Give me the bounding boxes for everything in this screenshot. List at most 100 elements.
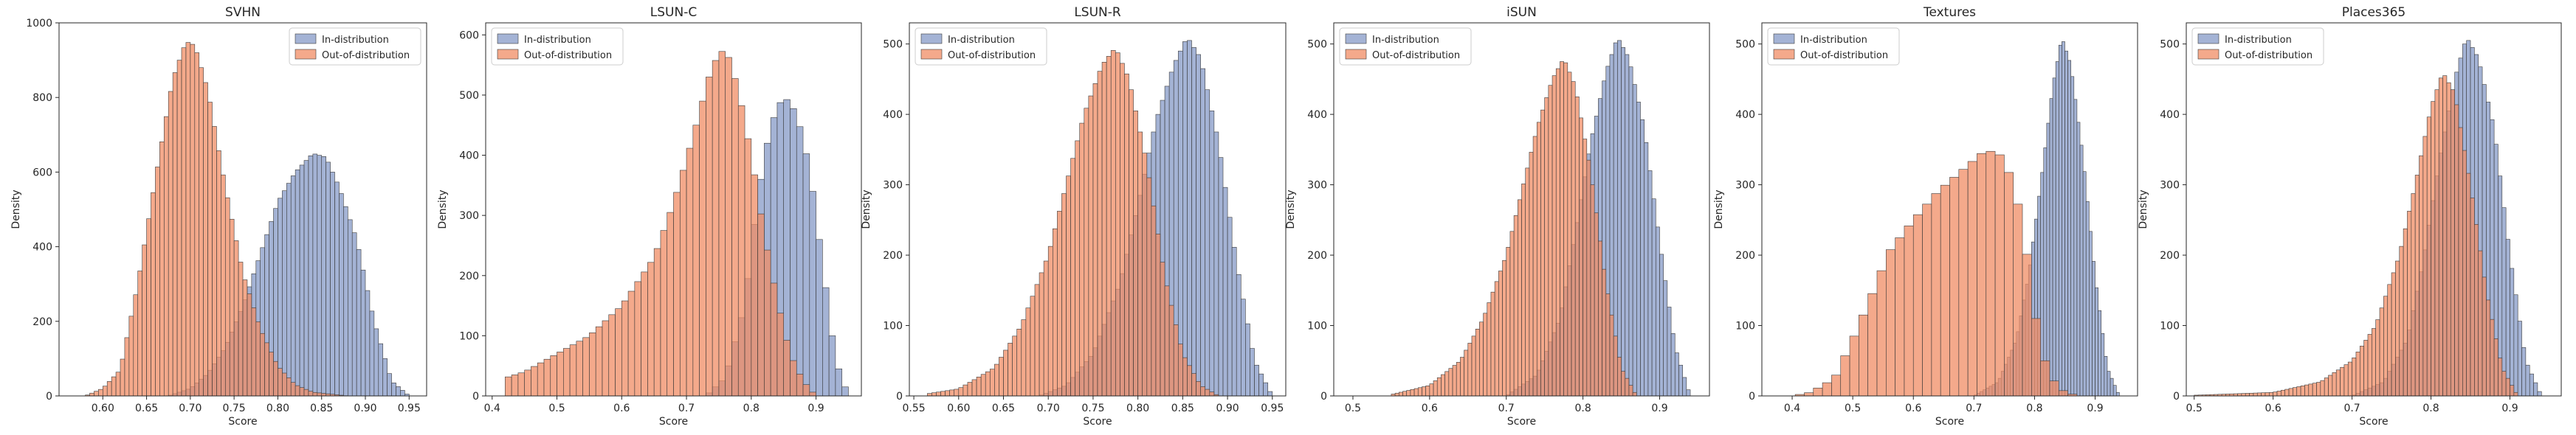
out-bar-63 [1209,392,1215,397]
out-bar-17 [615,308,622,397]
out-bar-23 [185,42,191,397]
y-tick-label: 1000 [26,18,52,29]
y-tick-label: 200 [459,271,479,282]
out-bar-0 [505,376,512,397]
out-bar-63 [2442,75,2448,397]
out-bar-26 [199,67,204,397]
out-bar-16 [2256,392,2262,397]
out-bar-53 [1164,285,1170,397]
out-bar-22 [1025,307,1031,397]
out-bar-79 [2505,377,2510,397]
out-bar-10 [569,344,577,397]
y-tick-label: 300 [1735,180,1755,192]
out-bar-14 [1444,371,1450,397]
in-bar-49 [382,358,388,397]
chart-title: SVHN [225,5,261,20]
y-axis-label: Density [1713,189,1725,229]
in-bar-37 [2085,201,2090,397]
out-bar-21 [176,60,182,397]
y-tick-label: 200 [1307,250,1327,262]
in-bar-28 [2058,44,2062,397]
out-bar-45 [1129,89,1134,397]
out-bar-39 [757,213,765,397]
out-bar-24 [660,230,668,397]
legend-swatch-in [497,33,519,44]
out-bar-19 [1464,349,1469,397]
in-bar-52 [396,386,401,397]
out-bar-45 [1563,62,1568,397]
x-tick-label: 0.70 [1037,403,1060,414]
in-bar-35 [2079,145,2084,397]
out-bar-38 [1536,122,1541,397]
axes-frame [2186,22,2562,397]
out-bar-2 [1813,387,1823,397]
out-bar-48 [295,385,300,397]
in-bar-29 [2062,41,2065,397]
in-bar-42 [2101,333,2105,397]
x-tick-label: 0.8 [2026,403,2042,414]
out-bar-63 [1632,392,1637,397]
in-bar-41 [2513,294,2518,397]
legend-box [2191,27,2324,66]
out-bar-24 [2013,203,2023,397]
out-bar-12 [980,374,986,397]
out-bar-34 [1521,184,1526,397]
out-bar-18 [163,116,169,397]
in-bar-50 [387,373,392,397]
out-bar-38 [1097,71,1103,397]
in-bar-39 [339,193,344,397]
in-bar-35 [1196,54,1201,397]
out-bar-46 [802,384,810,397]
out-bar-61 [1200,386,1206,397]
out-bar-2 [517,372,525,397]
in-bar-42 [1227,217,1233,397]
x-tick-label: 0.65 [992,403,1015,414]
chart-title: LSUN-R [1074,5,1121,20]
in-bar-34 [1636,102,1641,397]
out-bar-14 [1922,203,1932,397]
in-bar-43 [2104,355,2108,397]
out-bar-15 [151,192,156,397]
out-bar-23 [653,248,661,397]
out-bar-19 [2268,392,2273,397]
in-bar-44 [360,269,366,397]
out-bar-19 [1012,335,1018,397]
out-bar-53 [1594,212,1599,397]
in-bar-25 [2049,98,2053,397]
out-bar-28 [207,102,213,397]
out-bar-17 [1949,177,1960,397]
in-bar-50 [1263,382,1269,397]
out-bar-21 [1471,335,1476,397]
out-bar-0 [926,393,932,397]
legend-label-in: In-distribution [524,35,591,46]
out-bar-7 [550,355,557,397]
y-tick-label: 300 [459,210,479,222]
out-bar-13 [1441,374,1445,397]
out-bar-42 [2359,346,2364,397]
out-bar-43 [273,361,278,397]
x-axis-label: Score [228,416,257,428]
out-bar-25 [1039,272,1044,397]
y-axis-label: Density [437,189,449,229]
out-bar-13 [142,244,147,397]
legend-box [1339,27,1472,66]
out-bar-25 [1487,302,1492,397]
legend-swatch-in [2197,33,2219,44]
out-bar-32 [712,60,720,397]
out-bar-15 [1448,368,1453,397]
out-bar-10 [1429,383,1434,397]
y-tick-label: 200 [1735,250,1755,262]
x-tick-label: 0.90 [354,403,376,414]
out-bar-12 [137,271,142,397]
out-bar-26 [1043,260,1049,397]
out-bar-3 [940,391,946,397]
legend: In-distribution Out-of-distribution [1339,27,1472,66]
x-tick-label: 0.7 [678,403,695,414]
y-tick-label: 100 [1735,321,1755,333]
in-bar-32 [1182,41,1188,397]
x-tick-label: 0.60 [92,403,114,414]
y-tick-label: 500 [459,90,479,102]
x-axis-label: Score [1935,416,1964,428]
out-bar-44 [2367,334,2372,397]
